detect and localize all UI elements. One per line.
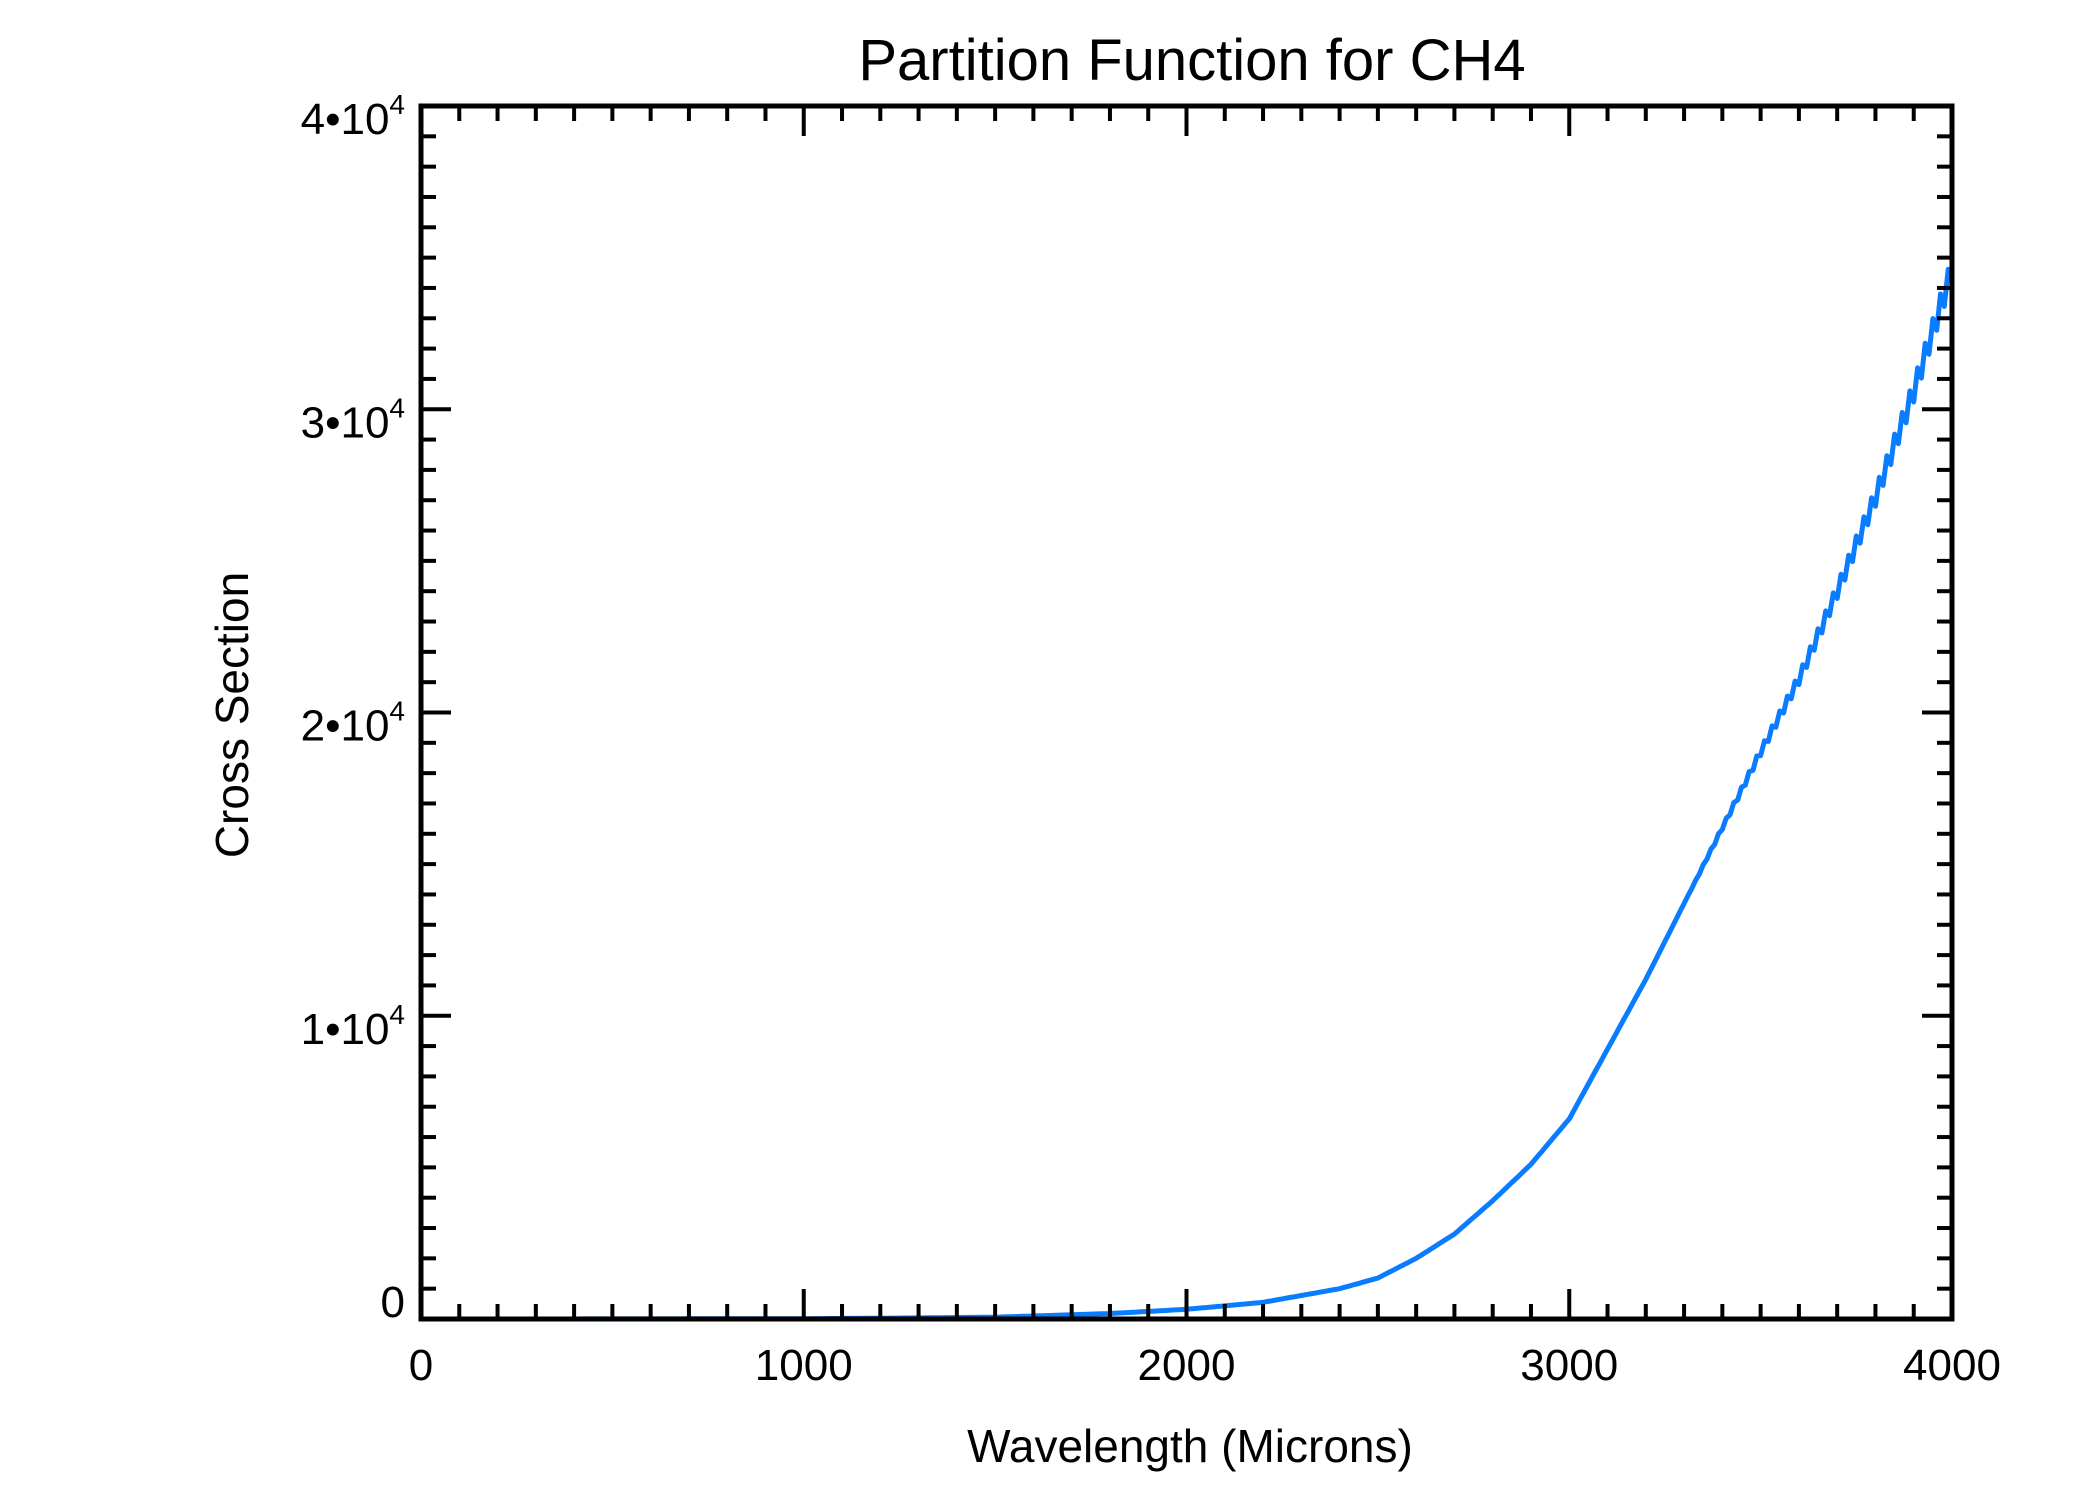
x-tick-label: 0 (409, 1341, 433, 1390)
data-series-line-ch4 (421, 266, 1953, 1322)
y-tick-mantissa: 2•10 (301, 702, 390, 751)
x-tick-label: 1000 (755, 1341, 853, 1390)
y-tick-exponent: 4 (389, 89, 405, 120)
y-tick-mantissa: 3•10 (301, 398, 390, 447)
plot-frame (418, 103, 1955, 1322)
y-tick-label: 0 (381, 1278, 405, 1327)
y-tick-label: 4•104 (301, 89, 405, 144)
chart-title: Partition Function for CH4 (858, 28, 1525, 93)
y-tick-mantissa: 4•10 (301, 95, 390, 144)
x-tick-label: 3000 (1520, 1341, 1618, 1390)
y-axis-label: Cross Section (206, 572, 258, 858)
y-tick-exponent: 4 (389, 999, 405, 1030)
x-tick-label: 4000 (1903, 1341, 2001, 1390)
y-tick-mantissa: 1•10 (301, 1005, 390, 1054)
y-tick-exponent: 4 (389, 696, 405, 727)
x-tick-label: 2000 (1138, 1341, 1236, 1390)
x-tick-labels: 0 1000 2000 3000 4000 (409, 1341, 2001, 1390)
y-tick-label: 3•104 (301, 392, 405, 447)
y-tick-exponent: 4 (389, 392, 405, 423)
plot-area (421, 266, 1953, 1322)
y-tick-label: 2•104 (301, 696, 405, 751)
x-axis-label: Wavelength (Microns) (967, 1420, 1413, 1472)
y-tick-mantissa: 0 (381, 1278, 405, 1327)
y-tick-label: 1•104 (301, 999, 405, 1054)
axes (418, 103, 1955, 1322)
